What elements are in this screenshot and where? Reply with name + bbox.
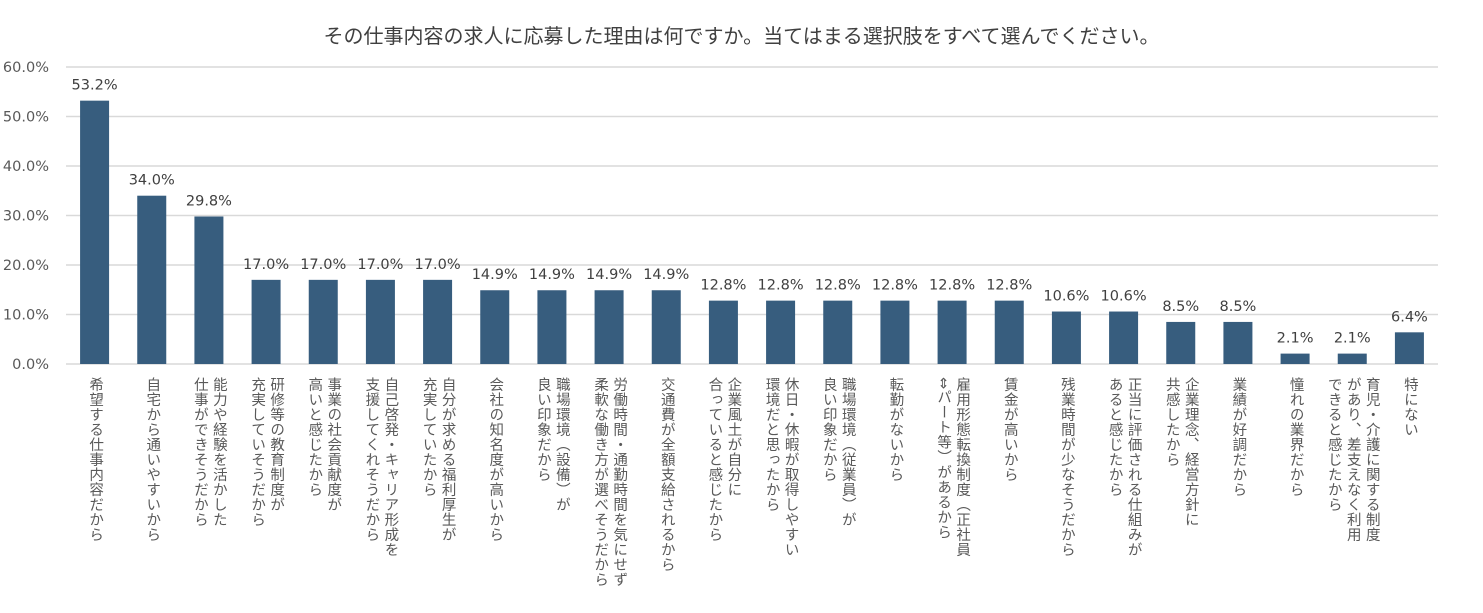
bar	[1223, 321, 1253, 364]
x-tick-label: 職場環境（従業員）が 良い印象だから	[820, 377, 856, 527]
data-label: 12.8%	[872, 278, 918, 294]
data-label: 14.9%	[472, 267, 518, 283]
x-tick-label: 企業理念、経営方針に 共感したから	[1163, 377, 1199, 527]
data-label: 17.0%	[357, 257, 403, 273]
data-label: 17.0%	[243, 257, 289, 273]
bar	[708, 300, 738, 364]
x-tick-label: 交通費が全額支給されるから	[658, 377, 675, 572]
x-tick-label: 休日・休暇が取得しやすい 環境だと思ったから	[763, 377, 799, 557]
y-tick-label: 10.0%	[3, 308, 49, 324]
data-label: 17.0%	[415, 257, 461, 273]
data-label: 2.1%	[1277, 331, 1314, 347]
bar	[1109, 311, 1139, 364]
bar	[1280, 353, 1310, 364]
bar	[1337, 353, 1367, 364]
chart-title: その仕事内容の求人に応募した理由は何ですか。当てはまる選択肢をすべて選んでくださ…	[323, 24, 1160, 48]
x-tick-label: 自分が求める福利厚生が 充実していたから	[420, 377, 456, 542]
bar	[80, 100, 110, 364]
y-tick-label: 40.0%	[3, 159, 49, 175]
y-tick-label: 30.0%	[3, 209, 49, 225]
data-label: 14.9%	[586, 267, 632, 283]
bar	[937, 300, 967, 364]
data-label: 34.0%	[129, 173, 175, 189]
x-tick-label: 業績が好調だから	[1230, 377, 1247, 497]
bar	[823, 300, 853, 364]
data-label: 2.1%	[1334, 331, 1371, 347]
bar	[1394, 332, 1424, 364]
x-tick-label: 事業の社会貢献度が 高いと感じたから	[306, 377, 342, 512]
data-label: 10.6%	[1101, 289, 1147, 305]
bar	[537, 290, 567, 364]
bar	[365, 279, 395, 364]
x-tick-label: 職場環境（設備）が 良い印象だから	[534, 377, 570, 512]
x-tick-label: 自宅から通いやすいから	[144, 377, 161, 542]
y-tick-label: 60.0%	[3, 60, 49, 76]
data-label: 6.4%	[1391, 309, 1428, 325]
x-tick-label: 残業時間が少なそうだから	[1058, 377, 1075, 557]
x-tick-label: 自己啓発・キャリア形成を 支援してくれそうだから	[363, 377, 399, 557]
bar	[251, 279, 281, 364]
bar	[480, 290, 510, 364]
x-tick-label: 希望する仕事内容だから	[87, 377, 104, 542]
data-label: 12.8%	[929, 278, 975, 294]
x-tick-label: 労働時間・通勤時間を気にせず 柔軟な働き方が選べそうだから	[592, 377, 628, 587]
data-label: 14.9%	[529, 267, 575, 283]
x-tick-label: 育児・介護に関する制度 があり、差支えなく利用 できると感じたから	[1325, 377, 1380, 542]
bar	[194, 216, 224, 364]
data-label: 8.5%	[1219, 299, 1256, 315]
data-label: 10.6%	[1043, 289, 1089, 305]
bar	[880, 300, 910, 364]
y-tick-label: 20.0%	[3, 258, 49, 274]
x-tick-label: 賃金が高いから	[1001, 377, 1018, 482]
x-tick-label: 研修等の教育制度が 充実していそうだから	[249, 377, 285, 527]
data-label: 17.0%	[300, 257, 346, 273]
data-label: 12.8%	[758, 278, 804, 294]
y-tick-label: 50.0%	[3, 110, 49, 126]
bar	[423, 279, 453, 364]
x-tick-label: 転勤がないから	[887, 377, 904, 482]
data-label: 14.9%	[643, 267, 689, 283]
bar	[137, 195, 167, 364]
data-label: 8.5%	[1162, 299, 1199, 315]
bar	[1051, 311, 1081, 364]
x-tick-label: 会社の知名度が高いから	[487, 377, 504, 542]
x-tick-label: 企業風土が自分に 合っていると感じたから	[706, 377, 742, 542]
x-tick-label: 能力や経験を活かした 仕事ができそうだから	[191, 377, 227, 527]
data-label: 29.8%	[186, 193, 232, 209]
bar	[651, 290, 681, 364]
bar	[994, 300, 1024, 364]
bar	[1166, 321, 1196, 364]
x-tick-label: 特にない	[1401, 377, 1418, 437]
data-label: 12.8%	[986, 278, 1032, 294]
x-tick-label: 憧れの業界だから	[1287, 377, 1304, 497]
bar	[766, 300, 796, 364]
bar	[308, 279, 338, 364]
x-tick-label: 正当に評価される仕組みが あると感じたから	[1106, 377, 1142, 557]
y-tick-label: 0.0%	[12, 357, 49, 373]
bar	[594, 290, 624, 364]
data-label: 53.2%	[72, 78, 118, 94]
data-label: 12.8%	[815, 278, 861, 294]
data-label: 12.8%	[700, 278, 746, 294]
x-tick-label: 雇用形態転換制度（正社員 ⇔パート等）があるから	[935, 377, 971, 557]
